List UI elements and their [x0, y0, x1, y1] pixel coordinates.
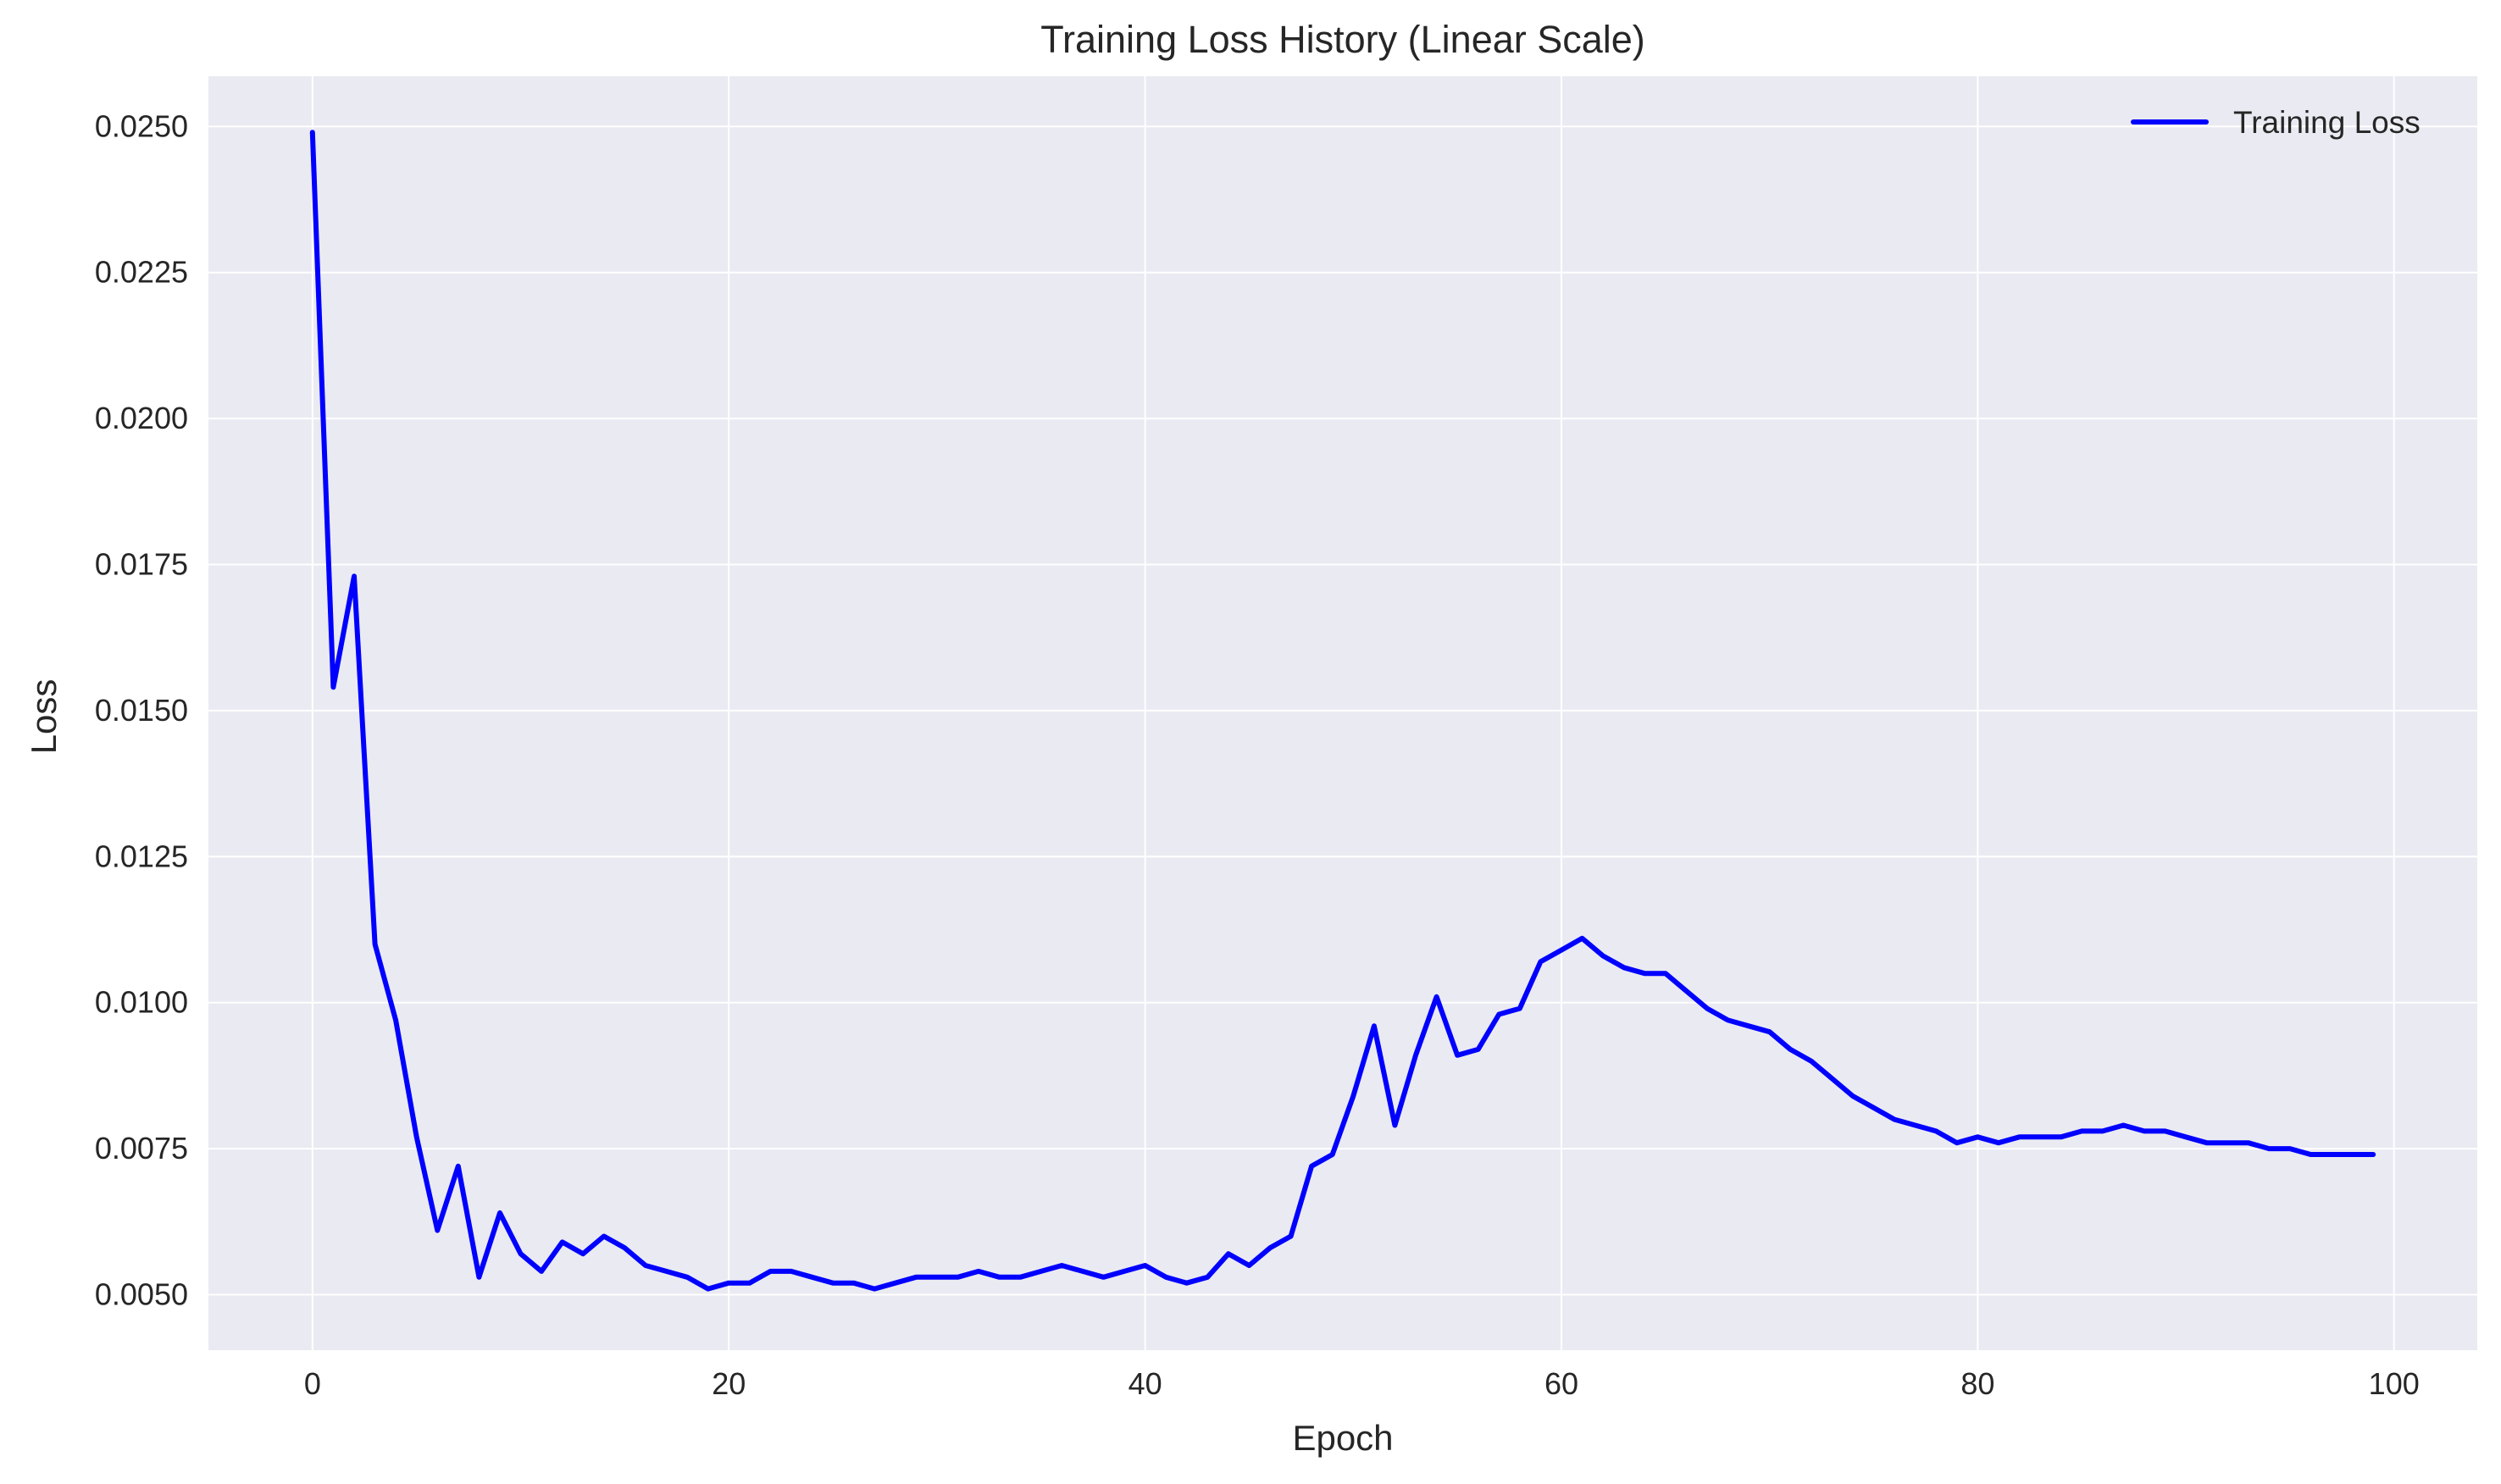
chart-title: Training Loss History (Linear Scale): [1040, 18, 1645, 61]
y-tick-label: 0.0175: [95, 546, 188, 581]
y-tick-label: 0.0050: [95, 1276, 188, 1311]
y-tick-label: 0.0125: [95, 839, 188, 873]
plot-area: [208, 76, 2477, 1350]
x-axis-label: Epoch: [1292, 1418, 1393, 1458]
x-tick-label: 20: [712, 1366, 746, 1401]
x-tick-label: 100: [2369, 1366, 2420, 1401]
x-tick-label: 80: [1960, 1366, 1994, 1401]
legend-label-training-loss: Training Loss: [2233, 105, 2421, 140]
y-axis-label: Loss: [24, 679, 64, 755]
series-layer: [309, 130, 2376, 1292]
grid-lines: [208, 76, 2477, 1350]
x-tick-label: 40: [1128, 1366, 1162, 1401]
y-tick-label: 0.0075: [95, 1131, 188, 1166]
y-tick-label: 0.0250: [95, 108, 188, 143]
y-tick-label: 0.0150: [95, 693, 188, 728]
x-tick-label: 60: [1544, 1366, 1578, 1401]
y-tick-label: 0.0200: [95, 401, 188, 435]
legend: Training Loss: [2131, 105, 2421, 140]
x-tick-label: 0: [304, 1366, 321, 1401]
y-tick-label: 0.0225: [95, 255, 188, 290]
y-axis-ticks: 0.0050 0.0075 0.0100 0.0125 0.0150 0.0175 0.02…: [95, 108, 188, 1311]
y-tick-label: 0.0100: [95, 985, 188, 1020]
x-axis-ticks: 0 20 40 60 80 100: [304, 1366, 2420, 1401]
series-line-training-loss: [309, 130, 2376, 1292]
